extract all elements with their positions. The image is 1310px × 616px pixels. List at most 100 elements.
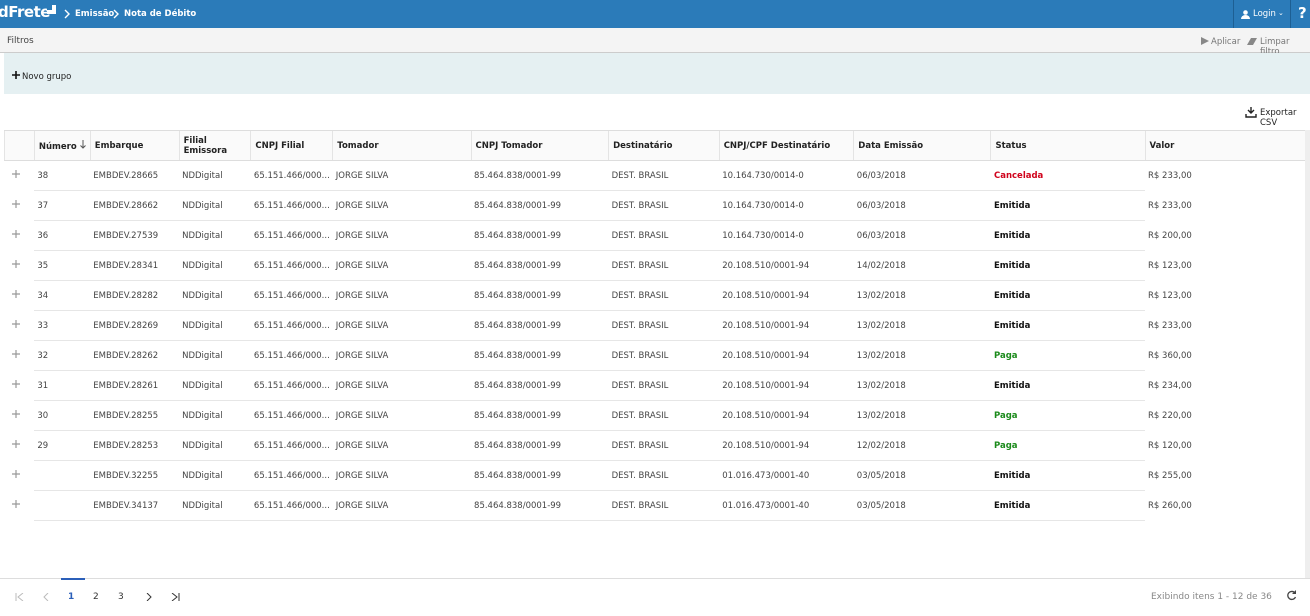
column-header[interactable]: Valor (1144, 130, 1310, 161)
expand-cell[interactable] (5, 491, 35, 521)
table-cell: EMBDEV.34137 (90, 490, 180, 521)
plus-icon (12, 71, 20, 79)
apply[interactable]: Aplicar (1211, 37, 1241, 47)
table-cell: R$ 260,00 (1148, 500, 1192, 511)
new-group[interactable]: Novo grupo (22, 72, 72, 82)
table-cell: 85.464.838/0001-99 (471, 220, 609, 251)
expand-icon[interactable] (11, 230, 20, 238)
expand-cell[interactable] (5, 311, 35, 341)
table-cell: 85.464.838/0001-99 (471, 250, 609, 281)
status-cell: Paga (990, 400, 1146, 431)
table-cell: DEST. BRASIL (608, 310, 720, 341)
table-cell: NDDigital (179, 430, 251, 461)
login[interactable]: Login (1253, 9, 1276, 19)
page-number[interactable]: 3 (118, 592, 124, 602)
expand-cell[interactable] (5, 191, 35, 221)
table-cell: 85.464.838/0001-99 (471, 310, 609, 341)
column-header[interactable]: Filial Emissora (178, 130, 251, 161)
current-page-indicator (61, 578, 85, 580)
table-cell: 20.108.510/0001-94 (719, 250, 854, 281)
table-cell: 65.151.466/000... (250, 460, 333, 491)
expand-cell[interactable] (5, 461, 35, 491)
last-page[interactable] (171, 593, 180, 601)
table-cell: DEST. BRASIL (608, 190, 720, 221)
expand-icon[interactable] (11, 200, 20, 208)
refresh[interactable] (1286, 590, 1297, 601)
column-header[interactable]: CNPJ Tomador (470, 130, 609, 161)
sort-icon (79, 139, 86, 149)
table-cell: DEST. BRASIL (608, 460, 720, 491)
expand-cell[interactable] (5, 341, 35, 371)
table-cell: 31 (34, 370, 91, 401)
table-cell: 65.151.466/000... (250, 220, 333, 251)
column-label: Data Emissão (858, 140, 924, 151)
expand-cell[interactable] (5, 371, 35, 401)
expand-header (4, 130, 35, 161)
first-page[interactable] (15, 593, 24, 601)
help[interactable]: ? (1298, 4, 1307, 22)
expand-icon[interactable] (11, 470, 20, 478)
column-header[interactable]: CNPJ/CPF Destinatário (718, 130, 854, 161)
expand-cell[interactable] (5, 281, 35, 311)
prev-page[interactable] (42, 593, 50, 601)
table-cell: 65.151.466/000... (250, 430, 333, 461)
table-cell: EMBDEV.32255 (90, 460, 180, 491)
expand-icon[interactable] (11, 320, 20, 328)
table-cell: 32 (34, 340, 91, 371)
table-row: 30 EMBDEV.28255 NDDigital 65.151.466/000...… (5, 400, 1310, 431)
expand-icon[interactable] (11, 440, 20, 448)
table-cell: R$ 123,00 (1148, 260, 1192, 271)
expand-icon[interactable] (11, 350, 20, 358)
table-cell: DEST. BRASIL (608, 250, 720, 281)
expand-cell[interactable] (5, 431, 35, 461)
table-cell: EMBDEV.28665 (90, 160, 180, 191)
expand-cell[interactable] (5, 401, 35, 431)
column-header[interactable]: Número (33, 130, 91, 161)
column-header[interactable]: Data Emissão (853, 130, 991, 161)
table-cell: 65.151.466/000... (250, 310, 333, 341)
table-cell: 35 (34, 250, 91, 281)
clear-filter[interactable]: Limpar filtro (1260, 37, 1290, 57)
table-cell: EMBDEV.28261 (90, 370, 180, 401)
next-page[interactable] (145, 593, 153, 601)
clear-icon (1247, 38, 1257, 45)
column-header[interactable]: Tomador (332, 130, 472, 161)
breadcrumb[interactable]: Emissão (75, 9, 115, 19)
expand-icon[interactable] (11, 380, 20, 388)
expand-icon[interactable] (11, 290, 20, 298)
table-cell: 13/02/2018 (853, 400, 991, 431)
expand-cell[interactable] (5, 251, 35, 281)
table-cell (34, 460, 91, 491)
expand-cell[interactable] (5, 221, 35, 251)
table-cell: 06/03/2018 (853, 160, 991, 191)
page-number[interactable]: 1 (68, 592, 75, 602)
table-cell: DEST. BRASIL (608, 220, 720, 251)
table-cell: 65.151.466/000... (250, 280, 333, 311)
column-label: CNPJ Filial (255, 140, 305, 151)
table-cell: DEST. BRASIL (608, 430, 720, 461)
table-row: EMBDEV.34137 NDDigital 65.151.466/000... JO… (5, 490, 1310, 521)
expand-icon[interactable] (11, 500, 20, 508)
expand-icon[interactable] (11, 410, 20, 418)
table-cell: NDDigital (179, 250, 251, 281)
table-cell: JORGE SILVA (332, 250, 472, 281)
page-number[interactable]: 2 (93, 592, 99, 602)
table-cell: 85.464.838/0001-99 (471, 340, 609, 371)
column-label: Filial Emissora (183, 135, 228, 156)
column-header[interactable]: Status (990, 130, 1146, 161)
table-row: 31 EMBDEV.28261 NDDigital 65.151.466/000...… (5, 370, 1310, 401)
export-icon (1245, 107, 1257, 118)
column-header[interactable]: CNPJ Filial (250, 130, 333, 161)
table-cell: JORGE SILVA (332, 310, 472, 341)
expand-cell[interactable] (5, 161, 35, 191)
column-header[interactable]: Embarque (89, 130, 180, 161)
column-header[interactable]: Destinatário (608, 130, 720, 161)
expand-icon[interactable] (11, 260, 20, 268)
brand[interactable]: dFrete (0, 3, 50, 21)
table-row: 32 EMBDEV.28262 NDDigital 65.151.466/000...… (5, 340, 1310, 371)
export-csv[interactable]: Exportar CSV (1260, 108, 1297, 128)
table-row: 34 EMBDEV.28282 NDDigital 65.151.466/000...… (5, 280, 1310, 311)
table-cell: DEST. BRASIL (608, 400, 720, 431)
table-cell: JORGE SILVA (332, 400, 472, 431)
expand-icon[interactable] (11, 170, 20, 178)
